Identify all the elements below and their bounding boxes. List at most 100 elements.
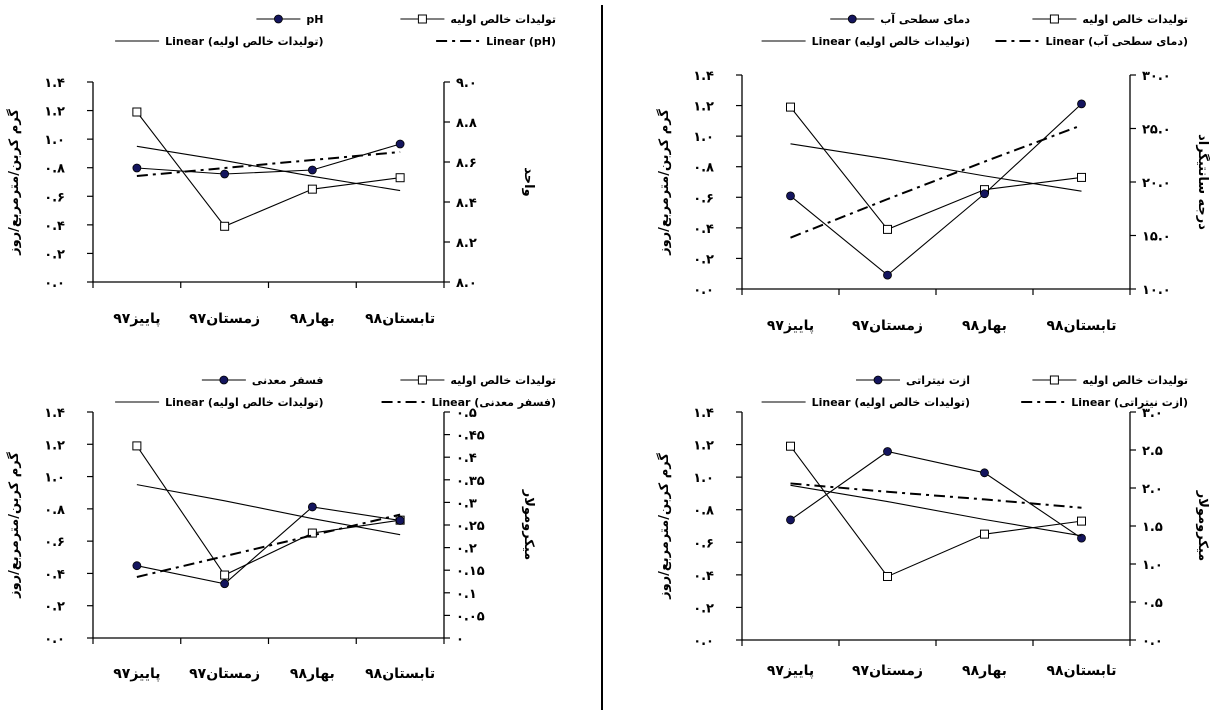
series-line <box>790 450 1082 539</box>
data-point-dot <box>1077 99 1086 109</box>
y-tick-label-right: ۰.۵ <box>456 406 477 421</box>
legend-marker-dot <box>847 14 857 24</box>
y-tick-label-right: ۱۰.۰ <box>1142 283 1171 298</box>
data-point-square <box>980 529 989 539</box>
y-tick-label-right: ۹.۰ <box>456 76 477 91</box>
legend-label: Linear (ازت نیتراتی) <box>1071 396 1188 409</box>
data-point-square <box>786 102 795 112</box>
y-tick-label-left: ۰.۶ <box>44 535 65 550</box>
y-tick-label-left: ۰.۸ <box>693 161 714 176</box>
y-tick-label-left: ۱.۰ <box>44 133 65 148</box>
data-point-dot <box>883 270 892 280</box>
y-tick-label-left: ۱.۲ <box>693 100 714 115</box>
legend-label: Linear (تولیدات خالص اولیه) <box>812 396 970 409</box>
series-line <box>136 506 401 585</box>
y-tick-label-right: ۰.۲۵ <box>456 519 485 534</box>
y-tick-label-right: ۱۵.۰ <box>1142 230 1171 245</box>
data-point-square <box>307 184 317 194</box>
data-point-dot <box>132 561 142 571</box>
y-axis-title-left: گرم کربن/مترمربع/روز <box>6 452 22 599</box>
y-tick-label-left: ۰.۰ <box>693 283 714 298</box>
y-axis-title-right: واحد <box>521 167 536 196</box>
legend-marker-square <box>1049 14 1059 24</box>
data-point-square <box>220 570 230 580</box>
trendline-dashdot <box>790 124 1082 239</box>
x-category-label: زمستان۹۷ <box>189 666 260 682</box>
y-tick-label-left: ۱.۴ <box>693 406 714 421</box>
data-point-square <box>307 528 317 538</box>
legend-marker-square <box>417 375 427 385</box>
data-point-square <box>395 173 405 183</box>
x-category-label: زمستان۹۷ <box>189 311 260 327</box>
legend-label: تولیدات خالص اولیه <box>450 374 556 387</box>
panel-divider <box>601 5 603 710</box>
x-category-label: پاییز۹۷ <box>113 666 160 682</box>
y-tick-label-right: ۰.۳ <box>456 496 477 511</box>
data-point-dot <box>395 516 405 525</box>
y-tick-label-right: ۲۵.۰ <box>1142 123 1171 138</box>
x-category-label: تابستان۹۸ <box>1046 663 1116 679</box>
legend-label: Linear (تولیدات خالص اولیه) <box>812 35 970 48</box>
legend-label: pH <box>306 13 323 26</box>
series-line <box>790 106 1082 231</box>
y-tick-label-right: ۰.۱ <box>456 587 477 602</box>
y-axis-title-right: درجه سانتیگراد <box>1195 134 1210 230</box>
series-line <box>136 143 401 175</box>
trendline-plain <box>790 484 1082 537</box>
trendline-dashdot <box>790 482 1082 509</box>
data-point-dot <box>980 189 989 199</box>
y-tick-label-left: ۱.۰ <box>44 471 65 486</box>
y-tick-label-right: ۰ <box>456 632 464 647</box>
data-point-dot <box>395 139 405 149</box>
data-point-square <box>786 441 795 451</box>
y-tick-label-left: ۰.۰ <box>44 276 65 291</box>
legend-marker-dot <box>873 375 883 385</box>
data-point-dot <box>307 502 317 512</box>
y-tick-label-left: ۱.۲ <box>44 105 65 120</box>
y-axis-title-right: میکرومولار <box>521 489 536 560</box>
data-point-dot <box>220 169 230 179</box>
x-category-label: بهار۹۸ <box>290 311 335 327</box>
y-tick-label-right: ۸.۲ <box>456 236 477 251</box>
series-line <box>790 103 1082 276</box>
y-tick-label-right: ۰.۱۵ <box>456 564 485 579</box>
trendline-plain <box>136 145 401 192</box>
chart-nitrate-nitrogen: ۰.۰ ۰.۲ ۰.۴ ۰.۶ ۰.۸ ۱.۰ ۱.۲ ۱.۴ ۰.۰ ۰.۵ ۱.۰ ۱.۵ ۲.۰ ۲… <box>606 360 1210 713</box>
y-tick-label-left: ۰.۰ <box>44 632 65 647</box>
legend-label: تولیدات خالص اولیه <box>1082 374 1188 387</box>
y-tick-label-right: ۰.۰۵ <box>456 609 485 624</box>
y-tick-label-left: ۱.۴ <box>44 406 65 421</box>
data-point-dot <box>132 163 142 173</box>
data-point-square <box>1077 516 1086 526</box>
legend-label: Linear (تولیدات خالص اولیه) <box>165 396 323 409</box>
y-tick-label-right: ۱.۵ <box>1142 520 1163 535</box>
legend-label: تولیدات خالص اولیه <box>1082 13 1188 26</box>
y-tick-label-right: ۰.۳۵ <box>456 474 485 489</box>
y-tick-label-left: ۱.۴ <box>693 69 714 84</box>
x-category-label: تابستان۹۸ <box>1046 318 1116 334</box>
chart-inorganic-phosphorus: ۰.۰ ۰.۲ ۰.۴ ۰.۶ ۰.۸ ۱.۰ ۱.۲ ۱.۴ ۰ ۰.۰۵ ۰.۱ ۰.۱۵ ۰.۲ ۰… <box>0 360 600 713</box>
trendline-plain <box>790 143 1082 192</box>
x-category-label: زمستان۹۷ <box>852 318 923 334</box>
y-tick-label-right: ۸.۰ <box>456 276 477 291</box>
y-tick-label-right: ۰.۰ <box>1142 634 1163 649</box>
x-category-label: بهار۹۸ <box>962 318 1007 334</box>
chart-ph: ۰.۰ ۰.۲ ۰.۴ ۰.۶ ۰.۸ ۱.۰ ۱.۲ ۱.۴ ۸.۰ ۸.۲ ۸.۴ ۸.۶ ۸.۸ ۹… <box>0 0 600 356</box>
y-tick-label-left: ۰.۲ <box>693 601 714 616</box>
legend-marker-dot <box>274 14 283 24</box>
data-point-square <box>220 221 230 231</box>
y-tick-label-left: ۰.۶ <box>693 536 714 551</box>
y-axis-title-right: میکرومولار <box>1195 490 1210 561</box>
data-point-dot <box>1077 533 1086 543</box>
legend-label: ازت نیتراتی <box>906 374 970 387</box>
x-category-label: بهار۹۸ <box>962 663 1007 679</box>
y-tick-label-left: ۰.۸ <box>44 503 65 518</box>
chart-svg: ۰.۰ ۰.۲ ۰.۴ ۰.۶ ۰.۸ ۱.۰ ۱.۲ ۱.۴ ۰.۰ ۰.۵ ۱.۰ ۱.۵ ۲.۰ ۲… <box>656 374 1210 679</box>
y-tick-label-left: ۰.۴ <box>693 222 714 237</box>
legend-label: Linear (فسفر معدنی) <box>432 396 556 409</box>
y-tick-label-right: ۲.۵ <box>1142 444 1163 459</box>
x-category-label: بهار۹۸ <box>290 666 335 682</box>
y-tick-label-left: ۰.۲ <box>693 252 714 267</box>
data-point-dot <box>980 468 989 478</box>
y-tick-label-left: ۰.۴ <box>44 219 65 234</box>
